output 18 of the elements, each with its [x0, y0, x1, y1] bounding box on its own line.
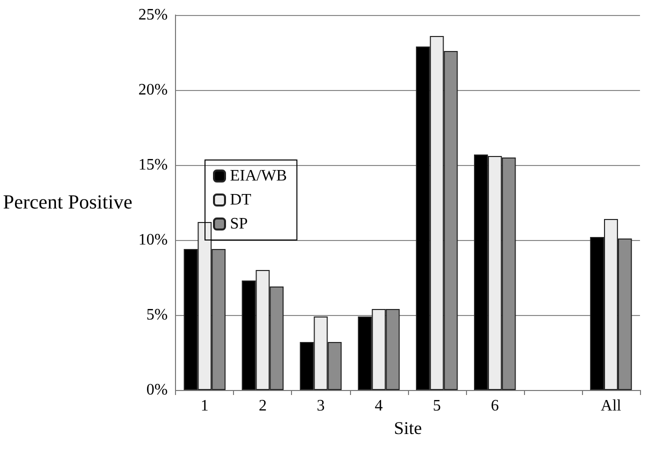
y-tick-label: 5%	[146, 306, 168, 324]
x-tick-label: 4	[374, 398, 383, 414]
legend-label: EIA/WB	[230, 168, 287, 184]
x-axis-title: Site	[394, 418, 422, 438]
x-tick-label: All	[600, 398, 622, 414]
x-tick-label: 3	[316, 398, 325, 414]
legend-label: DT	[230, 192, 252, 208]
legend-label: SP	[230, 216, 248, 232]
y-tick-label: 0%	[146, 382, 168, 398]
y-axis-title: Percent Positive	[2, 192, 133, 214]
y-tick-label: 10%	[138, 232, 168, 248]
x-tick-label: 2	[258, 398, 267, 414]
y-tick-label: 25%	[138, 6, 168, 24]
y-tick-label: 15%	[138, 156, 168, 174]
x-tick-label: 6	[490, 398, 499, 414]
y-tick-label: 20%	[138, 82, 168, 98]
x-tick-label: 1	[200, 398, 209, 414]
x-tick-label: 5	[432, 398, 441, 414]
